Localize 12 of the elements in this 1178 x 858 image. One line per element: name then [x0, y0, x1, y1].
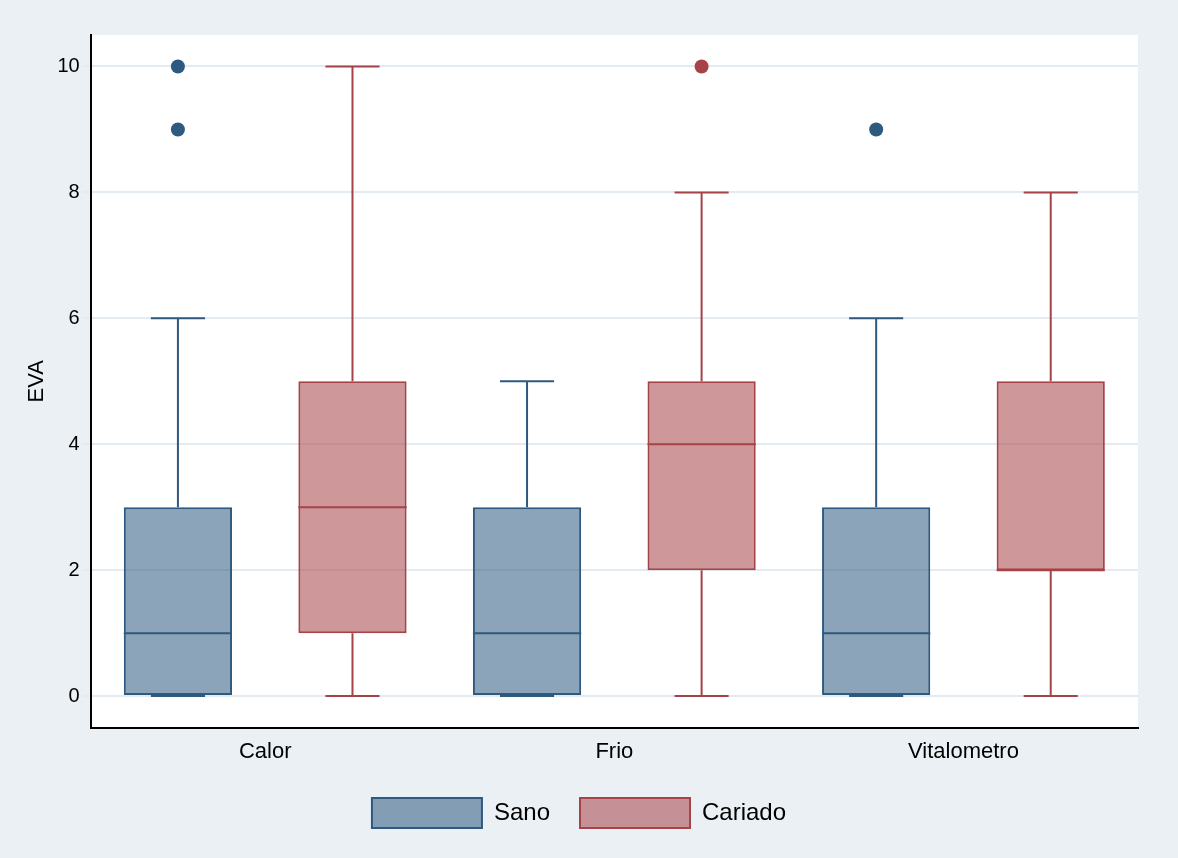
- legend-label: Cariado: [702, 797, 787, 825]
- legend-label: Sano: [493, 797, 551, 825]
- y-tick-label: 10: [57, 54, 80, 76]
- y-tick-label: 6: [68, 305, 80, 328]
- x-tick-label: Calor: [238, 737, 292, 763]
- y-tick-label: 4: [68, 431, 80, 454]
- x-tick-label: Vitalometro: [908, 737, 1019, 763]
- x-tick-label: Frio: [595, 737, 634, 763]
- y-tick-label: 8: [68, 179, 80, 202]
- y-tick-label: 2: [68, 557, 80, 580]
- y-axis-title: EVA: [23, 359, 49, 403]
- y-tick-label: 0: [68, 683, 80, 706]
